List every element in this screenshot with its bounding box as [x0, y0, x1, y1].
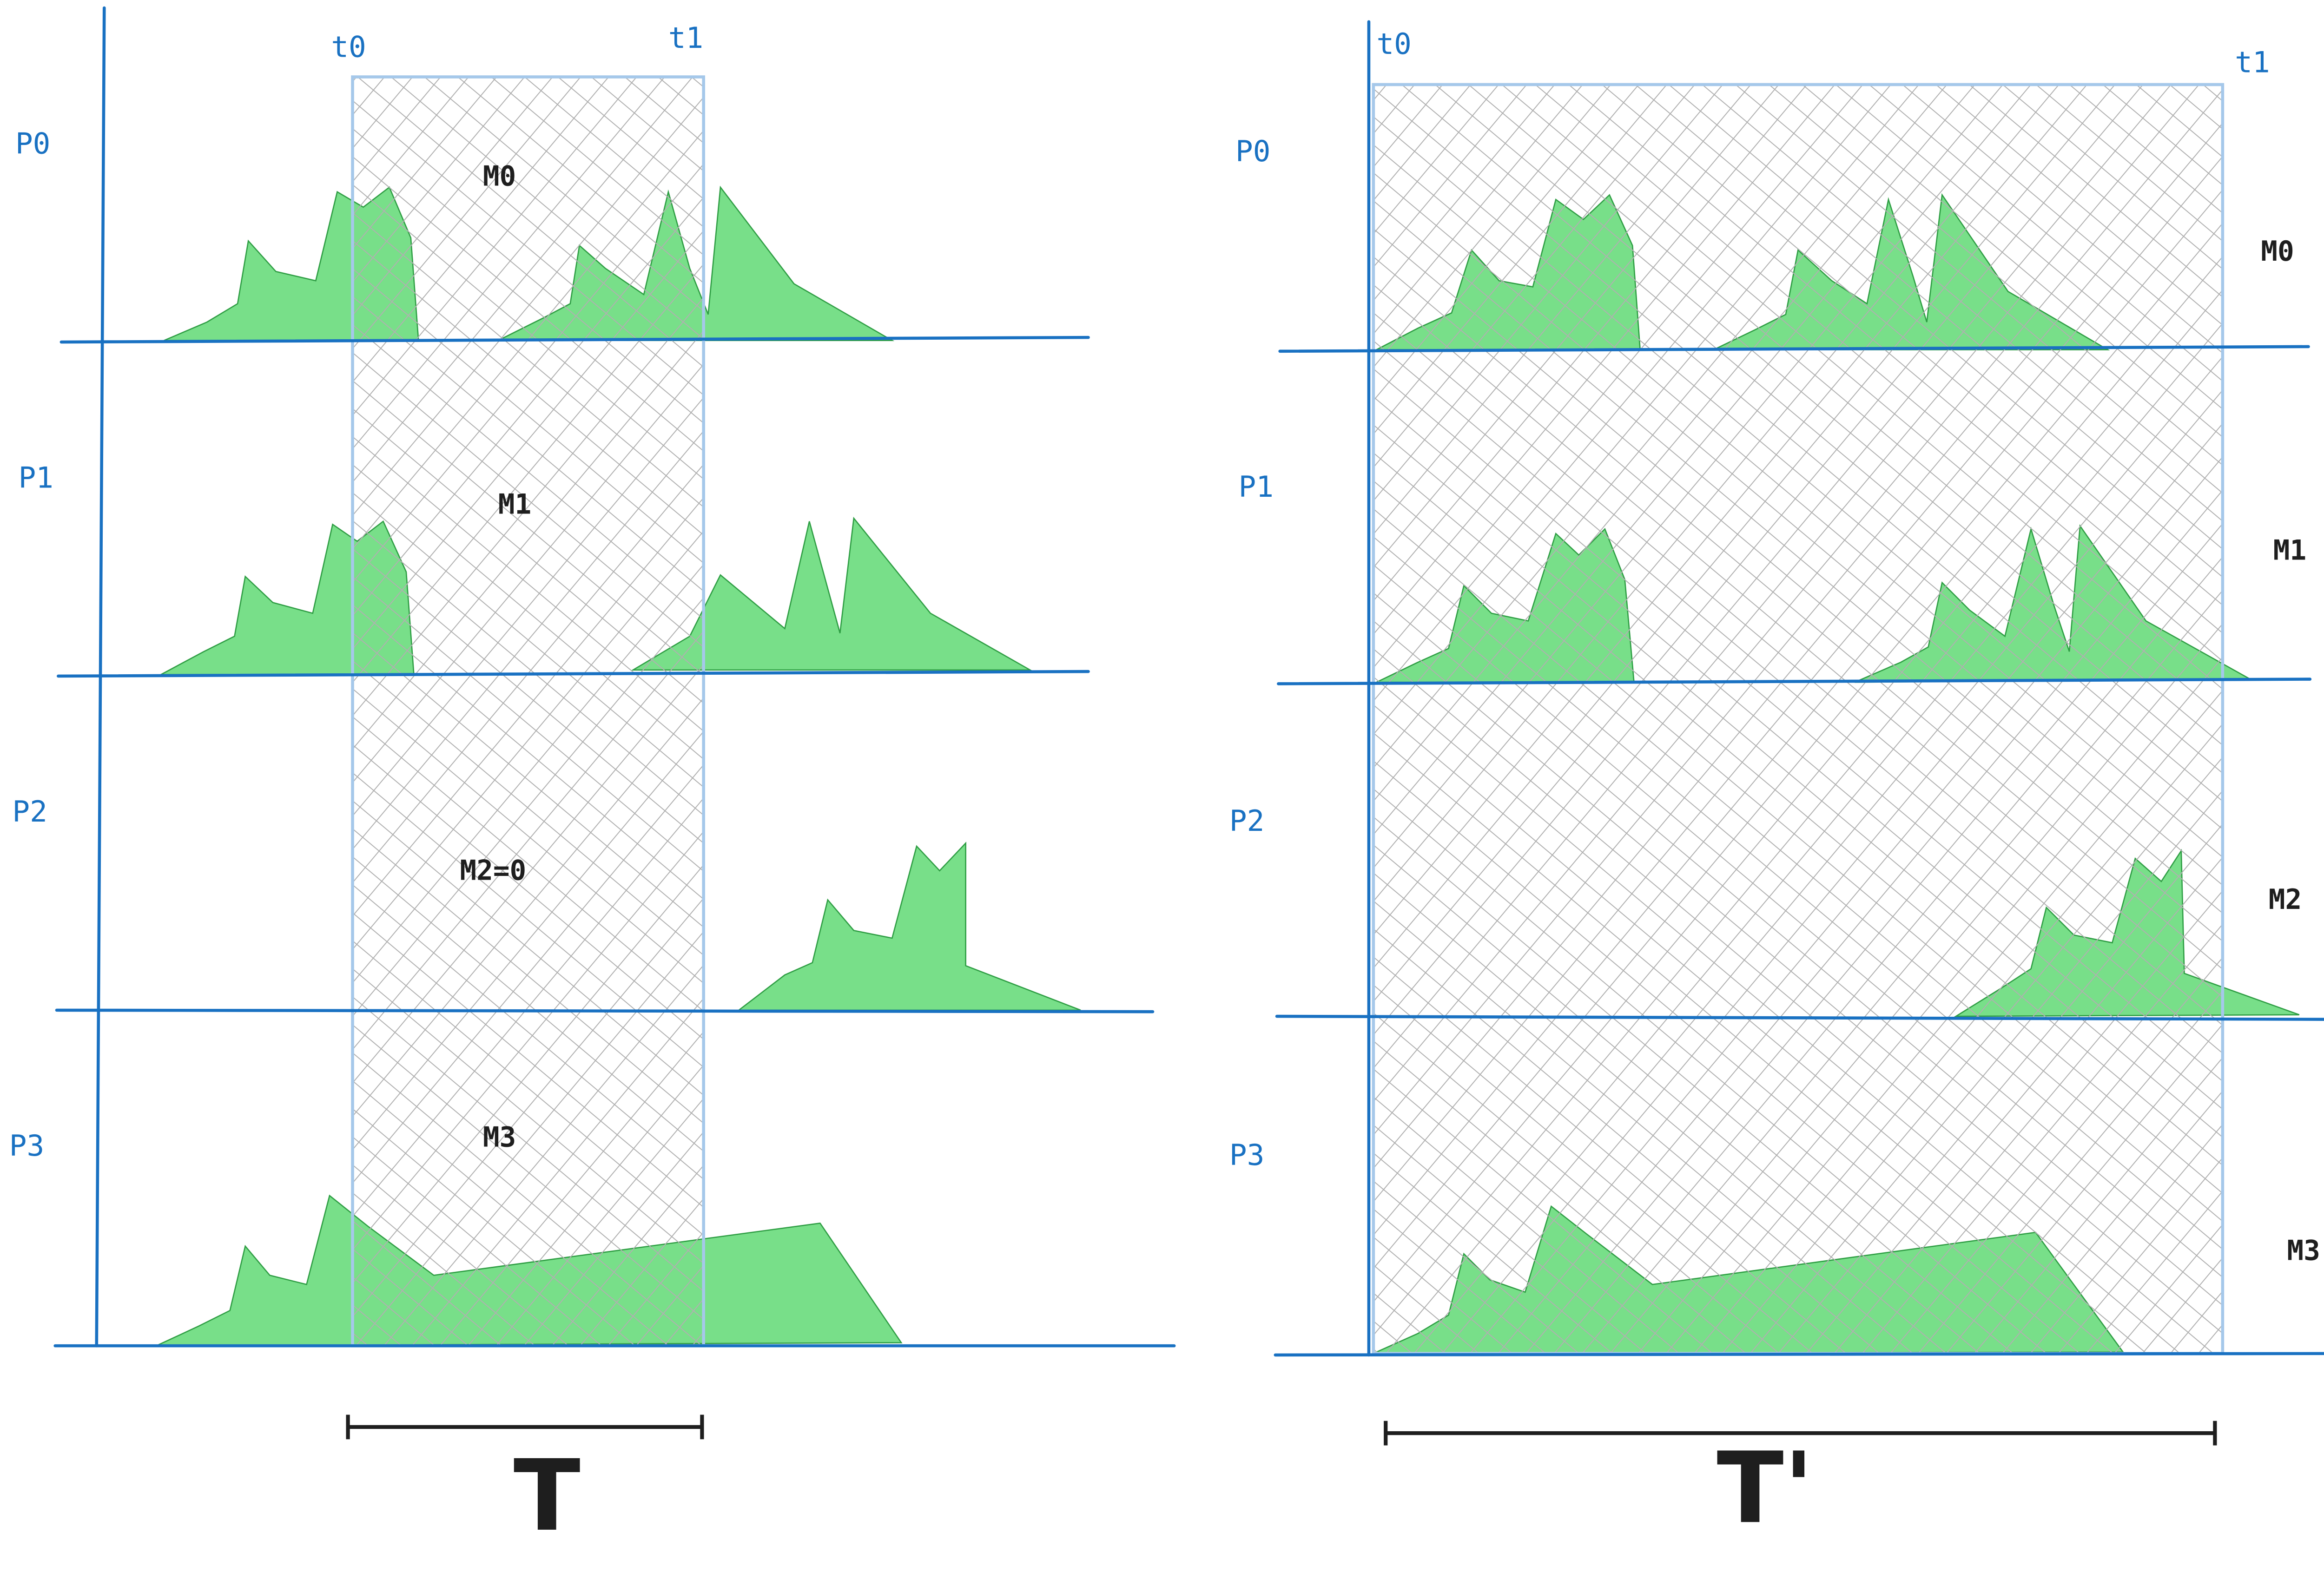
right-time-window	[1372, 83, 2225, 1355]
right-metric-m0: M0	[2261, 235, 2294, 267]
left-baseline-p0	[59, 336, 1090, 344]
left-time-window	[351, 75, 706, 1348]
left-row-label-p3: P3	[9, 1129, 44, 1163]
right-t1-label: t1	[2235, 46, 2270, 79]
right-row-label-p2: P2	[1229, 804, 1264, 838]
left-metric-m3: M3	[483, 1121, 516, 1153]
left-metric-m1: M1	[498, 488, 531, 520]
left-metric-m2: M2=0	[460, 855, 526, 887]
left-t1-label: t1	[668, 21, 703, 55]
right-metric-m2: M2	[2269, 883, 2302, 915]
right-row-label-p0: P0	[1235, 134, 1270, 168]
left-t0-label: t0	[331, 30, 366, 64]
right-row-label-p3: P3	[1229, 1138, 1264, 1172]
right-baseline-p2	[1275, 1014, 2324, 1021]
left-p2-signal	[737, 842, 1081, 1011]
left-baseline-p1	[57, 670, 1090, 678]
left-row-label-p0: P0	[15, 126, 50, 160]
right-interval-label: T'	[1717, 1431, 1814, 1545]
left-baseline-p2	[55, 1008, 1155, 1013]
right-baseline-p3	[1274, 1352, 2324, 1357]
left-metric-m0: M0	[483, 160, 516, 192]
right-metric-m1: M1	[2273, 534, 2306, 566]
right-baseline-p0	[1278, 345, 2310, 353]
window-layer	[351, 75, 2225, 1355]
axes-layer	[53, 6, 2324, 1446]
left-interval-label: T	[514, 1439, 581, 1553]
right-t0-label: t0	[1376, 27, 1411, 61]
right-metric-m3: M3	[2287, 1234, 2320, 1266]
right-row-label-p1: P1	[1239, 470, 1274, 504]
right-baseline-p1	[1277, 678, 2312, 685]
left-row-label-p1: P1	[19, 461, 53, 494]
left-row-label-p2: P2	[12, 795, 47, 829]
